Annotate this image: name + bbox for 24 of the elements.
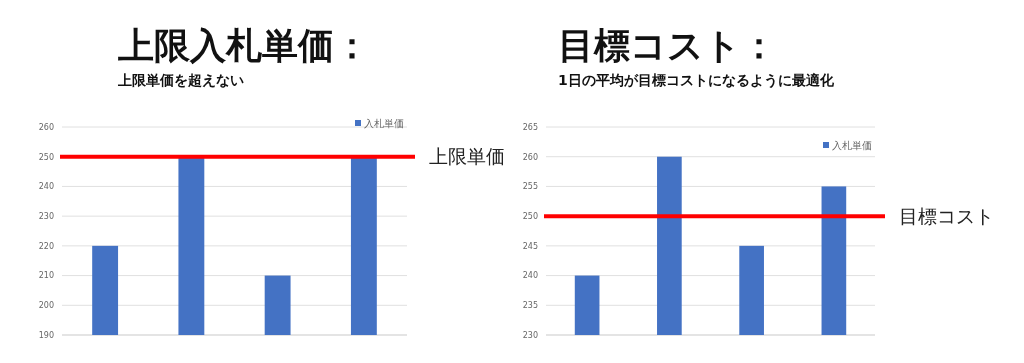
ref-line-label: 目標コスト xyxy=(899,204,994,227)
y-tick-label: 255 xyxy=(522,182,538,192)
ref-line-label: 上限単価 xyxy=(429,145,505,168)
chart-title: 目標コスト： xyxy=(558,25,777,66)
chart-subtitle: 1日の平均が目標コストになるように最適化 xyxy=(558,72,835,89)
y-tick-label: 240 xyxy=(522,271,538,281)
y-tick-label: 250 xyxy=(38,152,54,162)
y-tick-label: 200 xyxy=(38,301,54,311)
legend-label: 入札単価 xyxy=(364,117,404,129)
y-tick-label: 245 xyxy=(522,241,538,251)
legend-label: 入札単価 xyxy=(832,139,872,151)
y-tick-label: 250 xyxy=(522,211,538,221)
y-tick-label: 235 xyxy=(522,301,538,311)
y-tick-label: 230 xyxy=(38,211,54,221)
y-tick-label: 190 xyxy=(38,330,54,340)
y-tick-label: 240 xyxy=(38,182,54,192)
y-tick-label: 260 xyxy=(38,122,54,132)
y-tick-label: 230 xyxy=(522,330,538,340)
chart-subtitle: 上限単価を超えない xyxy=(117,72,244,88)
y-tick-label: 260 xyxy=(522,152,538,162)
chart-title: 上限入札単価： xyxy=(118,25,370,66)
y-tick-label: 220 xyxy=(38,241,54,251)
y-tick-label: 210 xyxy=(38,271,54,281)
y-tick-label: 265 xyxy=(522,122,538,132)
